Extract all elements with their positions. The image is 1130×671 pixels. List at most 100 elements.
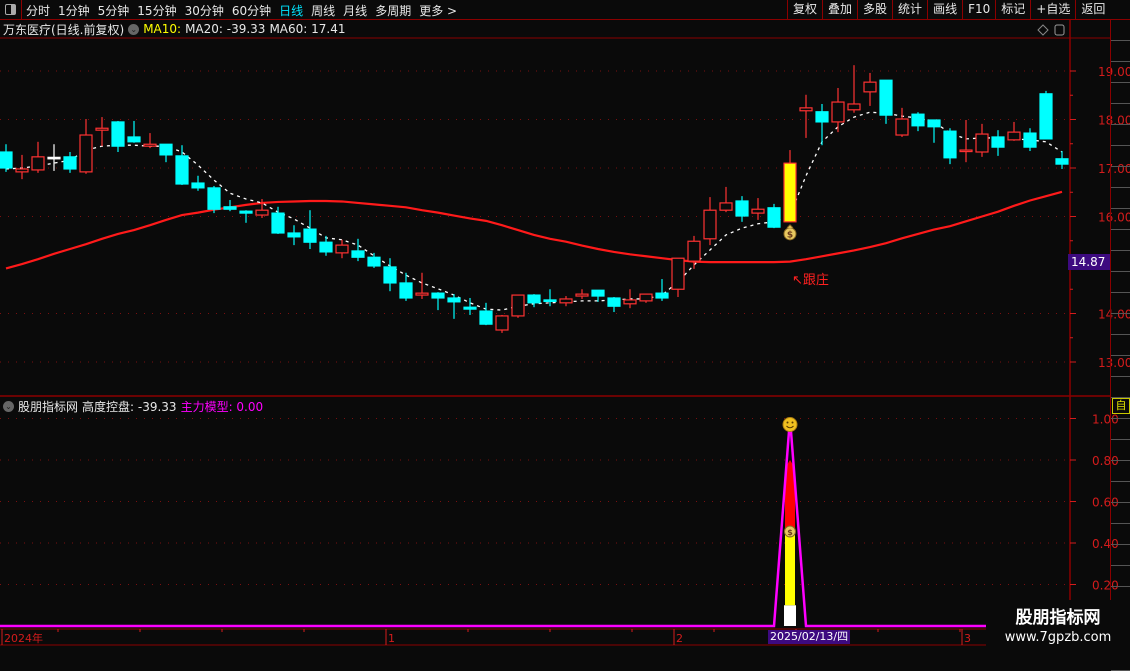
side-tab[interactable] — [1111, 356, 1130, 377]
side-tab[interactable] — [1111, 125, 1130, 146]
tab-multi-period[interactable]: 多周期 — [375, 4, 412, 18]
chevron-down-icon[interactable]: ⌄ — [128, 23, 140, 35]
candle — [383, 258, 397, 292]
side-tab[interactable] — [1111, 146, 1130, 167]
statistics-button[interactable]: 统计 — [892, 0, 927, 19]
candle — [815, 103, 829, 146]
side-tab[interactable] — [1111, 314, 1130, 335]
candle — [991, 130, 1005, 156]
draw-line-button[interactable]: 画线 — [927, 0, 962, 19]
side-tab[interactable] — [1111, 335, 1130, 356]
candle — [223, 200, 237, 212]
restore-rights-button[interactable]: 复权 — [787, 0, 822, 19]
candle-body — [1055, 158, 1069, 165]
candle — [31, 141, 45, 173]
side-tab[interactable] — [1111, 167, 1130, 188]
candle — [783, 150, 797, 223]
candle-body — [367, 256, 381, 267]
side-tab[interactable] — [1111, 83, 1130, 104]
toolbar-buttons: 复权 叠加 多股 统计 画线 F10 标记 +自选 返回 — [787, 0, 1110, 19]
candle-body — [415, 292, 429, 296]
candle-body — [591, 289, 605, 297]
side-tab[interactable] — [1111, 251, 1130, 272]
side-tab[interactable] — [1111, 524, 1130, 545]
tab-more[interactable]: 更多 > — [419, 4, 458, 18]
side-tab[interactable] — [1111, 20, 1130, 41]
side-tab[interactable] — [1111, 209, 1130, 230]
candle-body — [959, 149, 973, 153]
candle-body — [831, 101, 845, 123]
candle-body — [559, 298, 573, 304]
candle-body — [687, 240, 701, 262]
side-tab[interactable] — [1111, 230, 1130, 251]
side-tab[interactable] — [1111, 377, 1130, 398]
candle-body — [783, 162, 797, 223]
back-button[interactable]: 返回 — [1075, 0, 1110, 19]
candle — [879, 79, 893, 124]
tab-1min[interactable]: 1分钟 — [58, 4, 90, 18]
tab-30min[interactable]: 30分钟 — [184, 4, 224, 18]
price-tick-label: 14.00 — [1098, 308, 1130, 322]
candle — [831, 87, 845, 133]
side-tab[interactable] — [1111, 566, 1130, 587]
tab-fenshi[interactable]: 分时 — [26, 4, 51, 18]
indicator-tick-label: 0.60 — [1092, 496, 1119, 510]
candle-body — [271, 212, 285, 234]
price-tick-label: 17.00 — [1098, 162, 1130, 176]
candle — [847, 65, 861, 113]
candle — [559, 296, 573, 307]
tab-60min[interactable]: 60分钟 — [231, 4, 272, 18]
candle — [15, 154, 29, 180]
candle — [175, 145, 189, 185]
tab-5min[interactable]: 5分钟 — [97, 4, 130, 18]
date-label: 1 — [388, 632, 395, 645]
f10-button[interactable]: F10 — [962, 0, 995, 19]
main-model-label: 主力模型: 0.00 — [180, 399, 264, 414]
panel-toggle-icon[interactable] — [0, 0, 22, 19]
tab-monthly[interactable]: 月线 — [343, 4, 368, 18]
ma10-label: MA10: — [143, 22, 182, 36]
dollar-sign: $ — [787, 528, 793, 537]
tab-15min[interactable]: 15分钟 — [137, 4, 177, 18]
side-tab[interactable] — [1111, 272, 1130, 293]
candle — [911, 112, 925, 132]
tab-daily[interactable]: 日线 — [279, 4, 304, 18]
side-tab[interactable] — [1111, 461, 1130, 482]
side-tab[interactable] — [1111, 545, 1130, 566]
side-tab[interactable] — [1111, 398, 1130, 419]
overlay-button[interactable]: 叠加 — [822, 0, 857, 19]
chevron-down-icon[interactable]: ⌄ — [3, 400, 14, 412]
kline-chart[interactable]: 19.0018.0017.0016.0014.0013.001.000.800.… — [0, 0, 1130, 650]
indicator-bar-yellow — [785, 528, 795, 606]
candle — [719, 186, 733, 213]
tab-weekly[interactable]: 周线 — [311, 4, 336, 18]
candle — [591, 289, 605, 302]
candle-body — [207, 187, 221, 210]
candle — [735, 196, 749, 222]
multi-stock-button[interactable]: 多股 — [857, 0, 892, 19]
smiley-eye — [791, 421, 794, 424]
side-tab[interactable] — [1111, 503, 1130, 524]
candle-body — [383, 266, 397, 284]
candle — [703, 197, 717, 246]
date-label: 2024年 — [4, 631, 43, 645]
side-tab[interactable] — [1111, 188, 1130, 209]
side-tab[interactable] — [1111, 419, 1130, 440]
side-tab[interactable] — [1111, 41, 1130, 62]
add-watchlist-button[interactable]: +自选 — [1030, 0, 1075, 19]
candle-body — [991, 136, 1005, 148]
side-tab[interactable] — [1111, 482, 1130, 503]
candle — [863, 72, 877, 106]
candle — [463, 297, 477, 315]
money-bag-neck — [786, 224, 794, 229]
side-tab[interactable] — [1111, 440, 1130, 461]
candle — [207, 185, 221, 214]
side-tab[interactable] — [1111, 62, 1130, 83]
candle — [79, 119, 93, 174]
smiley-icon — [782, 417, 798, 432]
candle-body — [671, 257, 685, 290]
side-tab[interactable] — [1111, 650, 1130, 671]
side-tab[interactable] — [1111, 104, 1130, 125]
side-tab[interactable] — [1111, 293, 1130, 314]
mark-button[interactable]: 标记 — [995, 0, 1030, 19]
